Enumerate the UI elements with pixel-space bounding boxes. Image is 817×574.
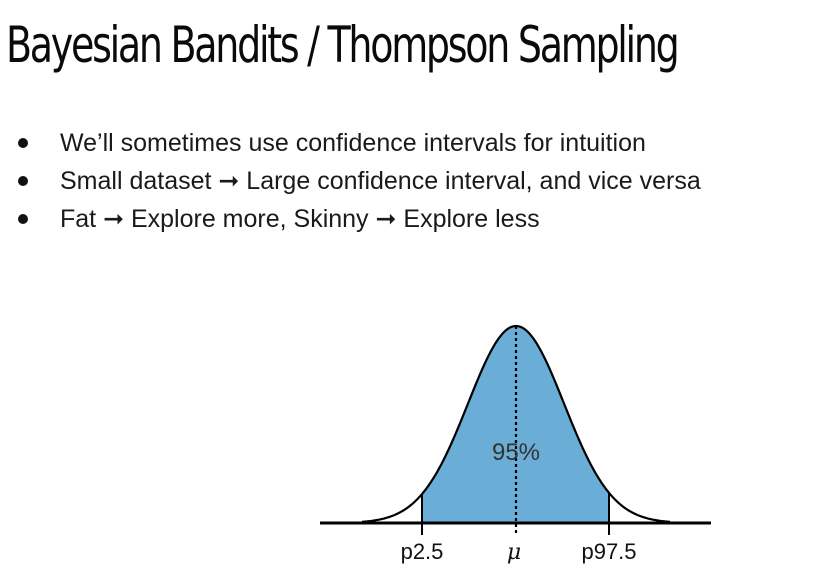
- bullet-item: Small dataset ➞ Large confidence interva…: [16, 162, 701, 200]
- bullet-dot-icon: [18, 138, 28, 148]
- tick-label-p97-5: p97.5: [581, 539, 636, 564]
- ci-percent-label: 95%: [492, 439, 540, 466]
- bullet-list: We’ll sometimes use confidence intervals…: [16, 124, 701, 238]
- tick-label-mu: μ: [507, 540, 521, 565]
- tick-label-p2-5: p2.5: [401, 539, 444, 564]
- bullet-text: We’ll sometimes use confidence intervals…: [60, 129, 646, 157]
- bullet-item: We’ll sometimes use confidence intervals…: [16, 124, 701, 162]
- slide-title: Bayesian Bandits / Thompson Sampling: [6, 16, 680, 74]
- bullet-text: Fat ➞ Explore more, Skinny ➞ Explore les…: [60, 205, 540, 233]
- bullet-dot-icon: [18, 214, 28, 224]
- bullet-item: Fat ➞ Explore more, Skinny ➞ Explore les…: [16, 200, 701, 238]
- bullet-dot-icon: [18, 176, 28, 186]
- bullet-text: Small dataset ➞ Large confidence interva…: [60, 167, 701, 195]
